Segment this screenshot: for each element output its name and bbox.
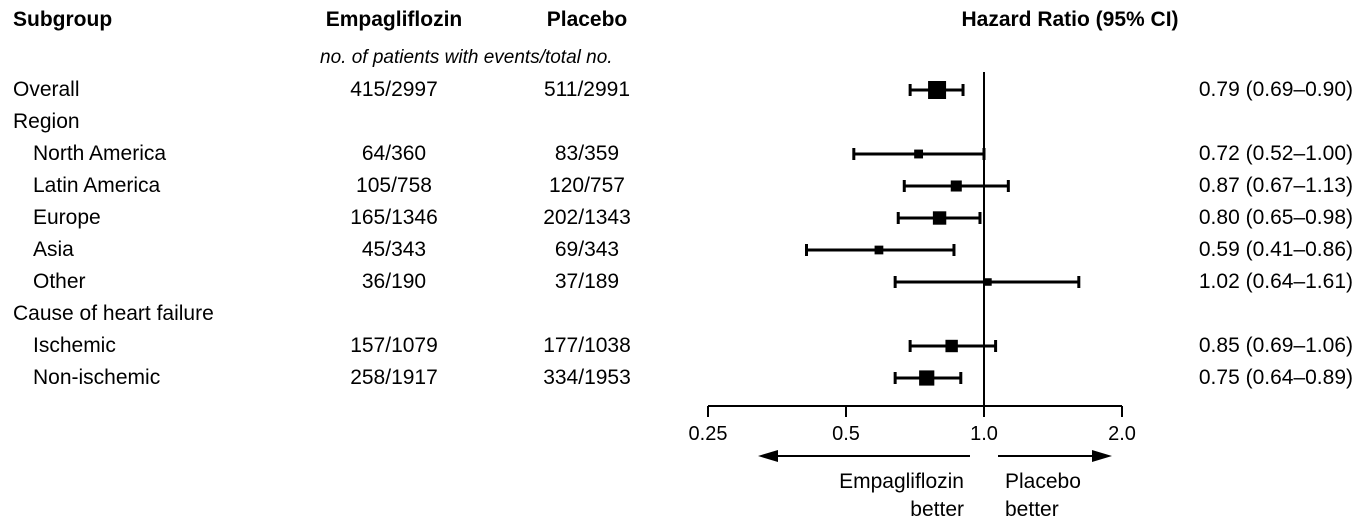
- row-label: Latin America: [33, 174, 161, 197]
- empagliflozin-count: 105/758: [356, 174, 432, 197]
- placebo-header: Placebo: [546, 8, 628, 31]
- empagliflozin-count: 64/360: [361, 142, 427, 165]
- subgroup-header: Subgroup: [13, 8, 113, 31]
- hazard-ratio-marker: [874, 245, 884, 255]
- favor-right-arrowhead: [1092, 450, 1112, 462]
- placebo-count: 202/1343: [543, 206, 631, 229]
- x-axis-ticks: 0.25 0.5 1.0 2.0: [689, 406, 1136, 445]
- placebo-count: 69/343: [554, 238, 620, 261]
- placebo-count: 334/1953: [543, 366, 631, 389]
- placebo-count: 177/1038: [543, 334, 631, 357]
- hazard-ratio-marker: [914, 149, 924, 159]
- hazard-ratio-value: 0.79 (0.69–0.90): [1198, 78, 1353, 101]
- hazard-ratio-value: 0.59 (0.41–0.86): [1198, 238, 1353, 261]
- events-subheader: no. of patients with events/total no.: [320, 47, 613, 68]
- empagliflozin-count: 415/2997: [350, 78, 438, 101]
- favor-left-arrowhead: [758, 450, 778, 462]
- hazard-ratio-marker: [984, 278, 992, 286]
- hazard-ratio-marker: [928, 81, 947, 99]
- row-label: Asia: [33, 238, 74, 261]
- empagliflozin-count: 45/343: [361, 238, 427, 261]
- row-label: Overall: [13, 78, 80, 101]
- hazard-ratio-value: 0.85 (0.69–1.06): [1198, 334, 1353, 357]
- hazard-ratio-value: 1.02 (0.64–1.61): [1198, 270, 1353, 293]
- favor-right-line-1: Placebo: [1005, 470, 1081, 493]
- x-tick-label: 2.0: [1108, 423, 1136, 445]
- placebo-count: 120/757: [549, 174, 625, 197]
- favor-left-line-1: Empagliflozin: [839, 470, 964, 493]
- favor-right-line-2: better: [1005, 498, 1059, 521]
- row-label: Ischemic: [33, 334, 116, 357]
- placebo-count: 511/2991: [543, 78, 631, 101]
- hazard-ratio-value: 0.80 (0.65–0.98): [1198, 206, 1353, 229]
- hazard-ratio-value: 0.75 (0.64–0.89): [1198, 366, 1353, 389]
- empagliflozin-header: Empagliflozin: [325, 8, 463, 31]
- row-label: Europe: [33, 206, 101, 229]
- row-label: Non-ischemic: [33, 366, 161, 389]
- hazard-ratio-header: Hazard Ratio (95% CI): [961, 8, 1179, 31]
- x-tick-label: 0.5: [832, 423, 860, 445]
- empagliflozin-count: 36/190: [361, 270, 427, 293]
- empagliflozin-count: 157/1079: [350, 334, 438, 357]
- placebo-count: 83/359: [554, 142, 620, 165]
- hazard-ratio-marker: [919, 370, 935, 386]
- favor-arrows: [758, 450, 1112, 462]
- hazard-ratio-marker: [932, 211, 947, 225]
- favor-left-line-2: better: [910, 498, 964, 521]
- ci-markers: [804, 81, 1081, 386]
- x-tick-label: 1.0: [970, 423, 998, 445]
- hazard-ratio-value: 0.72 (0.52–1.00): [1198, 142, 1353, 165]
- empagliflozin-count: 258/1917: [350, 366, 438, 389]
- row-label: Region: [13, 110, 80, 133]
- hazard-ratio-value: 0.87 (0.67–1.13): [1198, 174, 1353, 197]
- placebo-count: 37/189: [554, 270, 620, 293]
- favor-right-label: Placebo better: [1005, 468, 1081, 524]
- row-label: North America: [33, 142, 167, 165]
- hazard-ratio-marker: [945, 339, 958, 353]
- row-label: Other: [33, 270, 86, 293]
- row-label: Cause of heart failure: [13, 302, 214, 325]
- empagliflozin-count: 165/1346: [350, 206, 438, 229]
- hazard-ratio-marker: [950, 180, 962, 192]
- x-tick-label: 0.25: [689, 423, 728, 445]
- favor-left-label: Empagliflozin better: [839, 468, 964, 524]
